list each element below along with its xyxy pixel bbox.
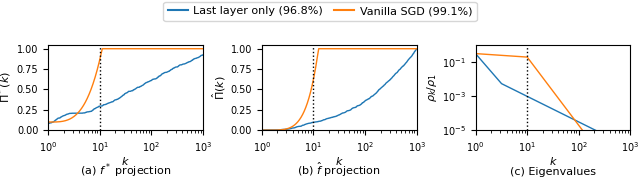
Title: (a) $f^*$ projection: (a) $f^*$ projection — [80, 161, 171, 180]
Y-axis label: $\rho_k / \rho_1$: $\rho_k / \rho_1$ — [425, 73, 439, 102]
Y-axis label: $\Pi^*(k)$: $\Pi^*(k)$ — [0, 71, 14, 103]
Title: (c) Eigenvalues: (c) Eigenvalues — [510, 167, 596, 177]
Y-axis label: $\hat{\Pi}(k)$: $\hat{\Pi}(k)$ — [210, 75, 228, 100]
X-axis label: $k$: $k$ — [548, 155, 557, 167]
X-axis label: $k$: $k$ — [121, 155, 130, 167]
X-axis label: $k$: $k$ — [335, 155, 344, 167]
Title: (b) $\hat{f}$ projection: (b) $\hat{f}$ projection — [298, 160, 381, 179]
Legend: Last layer only (96.8%), Vanilla SGD (99.1%): Last layer only (96.8%), Vanilla SGD (99… — [163, 2, 477, 21]
